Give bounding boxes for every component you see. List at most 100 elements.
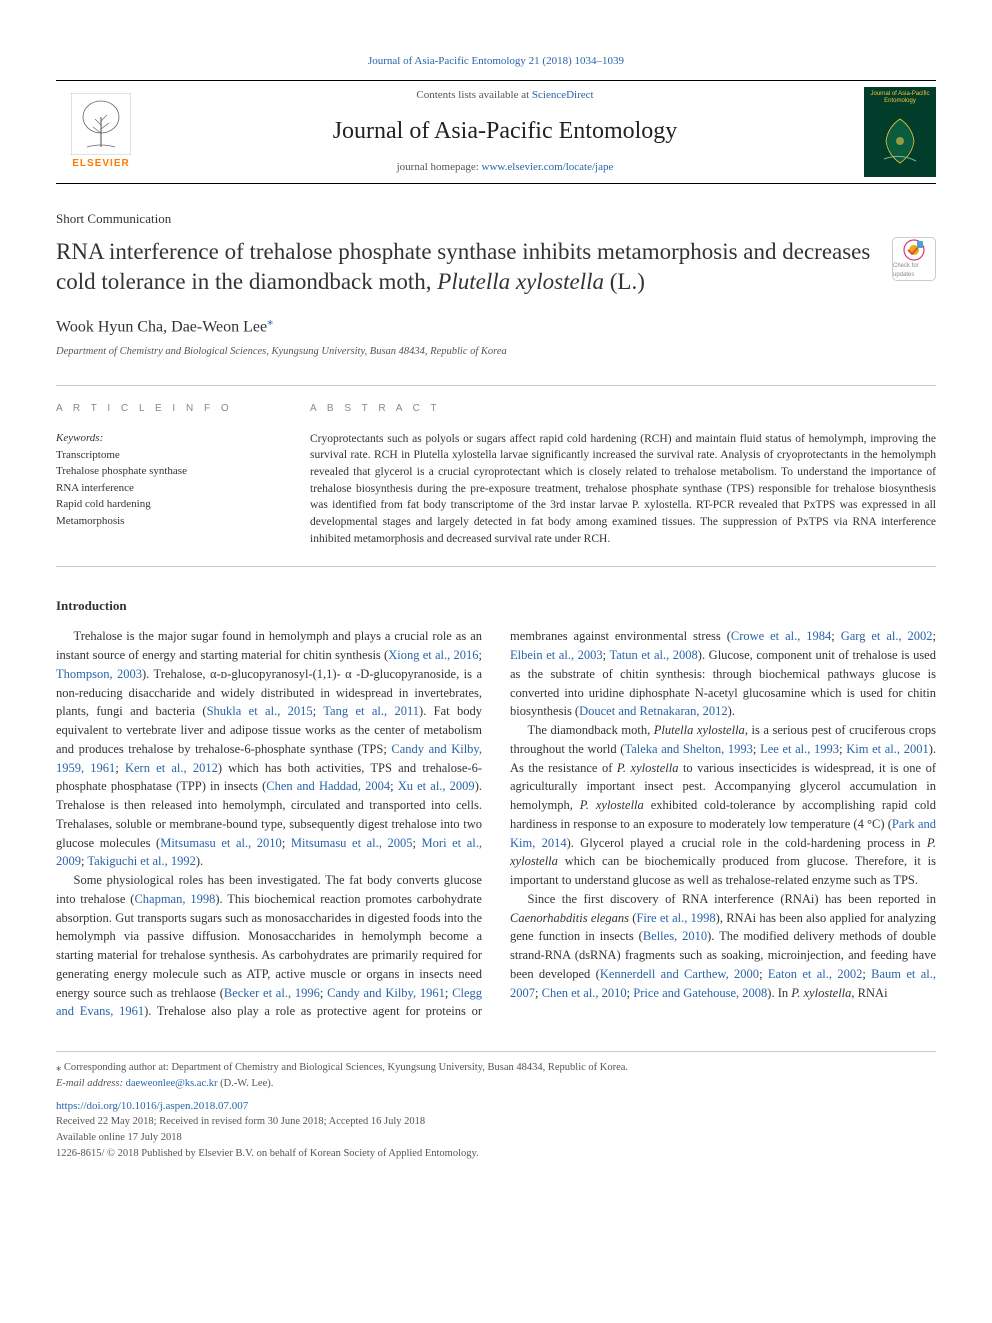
ref-link[interactable]: Thompson, 2003 [56, 667, 142, 681]
authors: Wook Hyun Cha, Dae-Weon Lee⁎ [56, 313, 936, 339]
ref-link[interactable]: Crowe et al., 1984 [731, 629, 831, 643]
t: ; [933, 629, 936, 643]
ref-link[interactable]: Belles, 2010 [643, 929, 707, 943]
ref-link[interactable]: Chapman, 1998 [134, 892, 215, 906]
elsevier-tree-icon [71, 93, 131, 155]
email-suffix: (D.-W. Lee). [217, 1078, 273, 1089]
t: ; [115, 761, 125, 775]
t: ; [535, 986, 542, 1000]
ref-link[interactable]: Lee et al., 1993 [760, 742, 839, 756]
article-info: A R T I C L E I N F O Keywords: Transcri… [56, 402, 276, 547]
available-online: Available online 17 July 2018 [56, 1130, 936, 1146]
article-info-label: A R T I C L E I N F O [56, 402, 276, 417]
affiliation: Department of Chemistry and Biological S… [56, 344, 936, 359]
article-title: RNA interference of trehalose phosphate … [56, 237, 880, 297]
keyword-item: Metamorphosis [56, 513, 276, 530]
ref-link[interactable]: Doucet and Retnakaran, 2012 [579, 704, 728, 718]
doi-link[interactable]: https://doi.org/10.1016/j.aspen.2018.07.… [56, 1098, 936, 1115]
elsevier-logo: ELSEVIER [56, 93, 146, 172]
keyword-item: Transcriptome [56, 447, 276, 464]
article-type: Short Communication [56, 210, 936, 229]
ref-link[interactable]: Kim et al., 2001 [846, 742, 929, 756]
ref-link[interactable]: Shukla et al., 2015 [207, 704, 313, 718]
contents-prefix: Contents lists available at [416, 89, 531, 101]
body-section: Introduction Trehalose is the major suga… [56, 597, 936, 1022]
ref-link[interactable]: Elbein et al., 2003 [510, 648, 603, 662]
email-link[interactable]: daeweonlee@ks.ac.kr [126, 1078, 218, 1089]
keyword-item: RNA interference [56, 480, 276, 497]
species: Plutella xylostella [654, 723, 745, 737]
cover-art [864, 104, 936, 177]
body-columns: Trehalose is the major sugar found in he… [56, 627, 936, 1021]
ref-link[interactable]: Becker et al., 1996 [224, 986, 320, 1000]
journal-header: ELSEVIER Contents lists available at Sci… [56, 80, 936, 184]
keyword-item: Trehalose phosphate synthase [56, 463, 276, 480]
title-post: (L.) [604, 269, 645, 294]
ref-link[interactable]: Kern et al., 2012 [125, 761, 218, 775]
email-label: E-mail address: [56, 1078, 126, 1089]
t: ). This biochemical reaction promotes ca… [56, 892, 482, 1000]
homepage-link[interactable]: www.elsevier.com/locate/jape [482, 161, 614, 173]
cover-label: Journal of Asia-Pacific Entomology [864, 91, 936, 104]
ref-link[interactable]: Mitsumasu et al., 2010 [160, 836, 282, 850]
title-italic: Plutella xylostella [437, 269, 604, 294]
t: ; [862, 967, 871, 981]
contents-available: Contents lists available at ScienceDirec… [146, 88, 864, 104]
page: Journal of Asia-Pacific Entomology 21 (2… [0, 0, 992, 1201]
t: ; [759, 967, 768, 981]
ref-link[interactable]: Candy and Kilby, 1961 [327, 986, 445, 1000]
elsevier-wordmark: ELSEVIER [72, 157, 129, 172]
species: Caenorhabditis elegans [510, 911, 629, 925]
corr-mark: ⁎ [267, 314, 273, 328]
t: ; [412, 836, 421, 850]
ref-link[interactable]: Mitsumasu et al., 2005 [291, 836, 413, 850]
cover-art-icon [874, 113, 926, 169]
abstract: A B S T R A C T Cryoprotectants such as … [310, 402, 936, 547]
ref-link[interactable]: Kennerdell and Carthew, 2000 [600, 967, 759, 981]
ref-link[interactable]: Price and Gatehouse, 2008 [633, 986, 767, 1000]
t: , RNAi [851, 986, 887, 1000]
ref-link[interactable]: Takiguchi et al., 1992 [87, 854, 195, 868]
intro-heading: Introduction [56, 597, 936, 616]
keyword-item: Rapid cold hardening [56, 496, 276, 513]
author-names: Wook Hyun Cha, Dae-Weon Lee [56, 318, 267, 335]
info-block: A R T I C L E I N F O Keywords: Transcri… [56, 385, 936, 566]
ref-link[interactable]: Taleka and Shelton, 1993 [624, 742, 752, 756]
homepage-line: journal homepage: www.elsevier.com/locat… [146, 160, 864, 176]
check-updates-label: Check for updates [893, 262, 935, 279]
para-4: Since the first discovery of RNA interfe… [510, 890, 936, 1003]
received-dates: Received 22 May 2018; Received in revise… [56, 1114, 936, 1130]
ref-link[interactable]: Xiong et al., 2016 [388, 648, 478, 662]
homepage-prefix: journal homepage: [397, 161, 482, 173]
t: ). [196, 854, 203, 868]
ref-link[interactable]: Tang et al., 2011 [323, 704, 419, 718]
t: ). In [767, 986, 791, 1000]
t: ; [753, 742, 760, 756]
corr-text: Corresponding author at: Department of C… [61, 1062, 628, 1073]
ref-link[interactable]: Chen et al., 2010 [542, 986, 627, 1000]
sciencedirect-link[interactable]: ScienceDirect [532, 89, 594, 101]
ref-link[interactable]: Garg et al., 2002 [841, 629, 933, 643]
para-1: Trehalose is the major sugar found in he… [56, 627, 482, 871]
ref-link[interactable]: Xu et al., 2009 [398, 779, 475, 793]
keywords-head: Keywords: [56, 431, 276, 447]
running-head-link[interactable]: Journal of Asia-Pacific Entomology 21 (2… [56, 54, 936, 70]
ref-link[interactable]: Chen and Haddad, 2004 [266, 779, 390, 793]
t: ; [282, 836, 291, 850]
t: ; [831, 629, 840, 643]
t: which can be biochemically produced from… [510, 854, 936, 887]
species: P. xylostella [580, 798, 644, 812]
check-updates-badge[interactable]: Check for updates [892, 237, 936, 281]
title-row: RNA interference of trehalose phosphate … [56, 237, 936, 297]
abstract-label: A B S T R A C T [310, 402, 936, 417]
journal-name: Journal of Asia-Pacific Entomology [146, 114, 864, 149]
ref-link[interactable]: Eaton et al., 2002 [768, 967, 862, 981]
abstract-text: Cryoprotectants such as polyols or sugar… [310, 431, 936, 548]
ref-link[interactable]: Fire et al., 1998 [636, 911, 715, 925]
para-3: The diamondback moth, Plutella xylostell… [510, 721, 936, 890]
check-updates-icon [902, 238, 926, 262]
email-line: E-mail address: daeweonlee@ks.ac.kr (D.-… [56, 1076, 936, 1092]
t: ; [390, 779, 398, 793]
species: P. xylostella [791, 986, 851, 1000]
ref-link[interactable]: Tatun et al., 2008 [609, 648, 697, 662]
